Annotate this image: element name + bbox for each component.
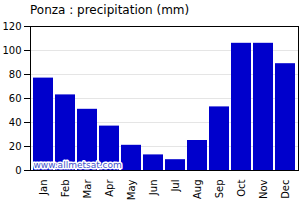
svg-text:Jul: Jul — [170, 180, 181, 193]
svg-text:Aug: Aug — [192, 180, 203, 200]
svg-text:Apr: Apr — [104, 179, 115, 197]
svg-text:Feb: Feb — [60, 180, 71, 198]
svg-text:Jan: Jan — [38, 180, 49, 196]
html-text:Ponza : precipitation (mm): Ponza : precipitation (mm) — [30, 3, 190, 17]
svg-text:20: 20 — [9, 141, 22, 152]
svg-text:40: 40 — [9, 117, 22, 128]
svg-text:60: 60 — [9, 93, 22, 104]
svg-text:www.allmetsat.com: www.allmetsat.com — [34, 160, 122, 170]
svg-text:Mar: Mar — [82, 179, 93, 199]
svg-text:Dec: Dec — [280, 180, 291, 199]
svg-text:100: 100 — [2, 45, 21, 56]
svg-text:0: 0 — [15, 165, 21, 176]
svg-text:Oct: Oct — [236, 179, 247, 196]
svg-text:Nov: Nov — [258, 179, 269, 199]
svg-text:80: 80 — [9, 69, 22, 80]
svg-text:May: May — [126, 179, 137, 200]
svg-text:Sep: Sep — [214, 180, 225, 199]
svg-text:Jun: Jun — [148, 180, 159, 197]
svg-text:120: 120 — [2, 21, 21, 32]
